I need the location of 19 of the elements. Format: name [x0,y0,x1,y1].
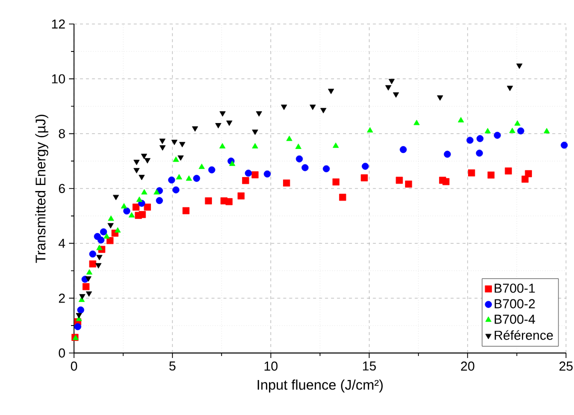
y-tick-label: 6 [58,184,65,194]
x-tick-label: 10 [264,362,278,371]
y-axis-title: Transmitted Energy (µJ) [35,114,48,263]
x-tick-label: 15 [362,362,376,371]
legend-label: B700-2 [494,299,535,308]
x-axis-title: Input fluence (J/cm²) [258,380,383,393]
x-tick-label: 5 [169,362,176,371]
y-tick-label: 12 [52,19,65,29]
x-tick-label: 0 [70,362,78,371]
y-tick-label: 8 [58,129,65,138]
y-tick-label: 2 [58,294,65,303]
y-tick-label: 0 [58,348,65,358]
x-tick-label: 20 [461,362,474,371]
legend-label: B700-1 [494,284,535,293]
legend-label: B700-4 [494,314,536,324]
y-tick-label: 4 [58,238,66,248]
y-tick-label: 10 [52,74,65,84]
x-tick-label: 25 [559,362,573,371]
legend-label: Référence [494,330,553,340]
